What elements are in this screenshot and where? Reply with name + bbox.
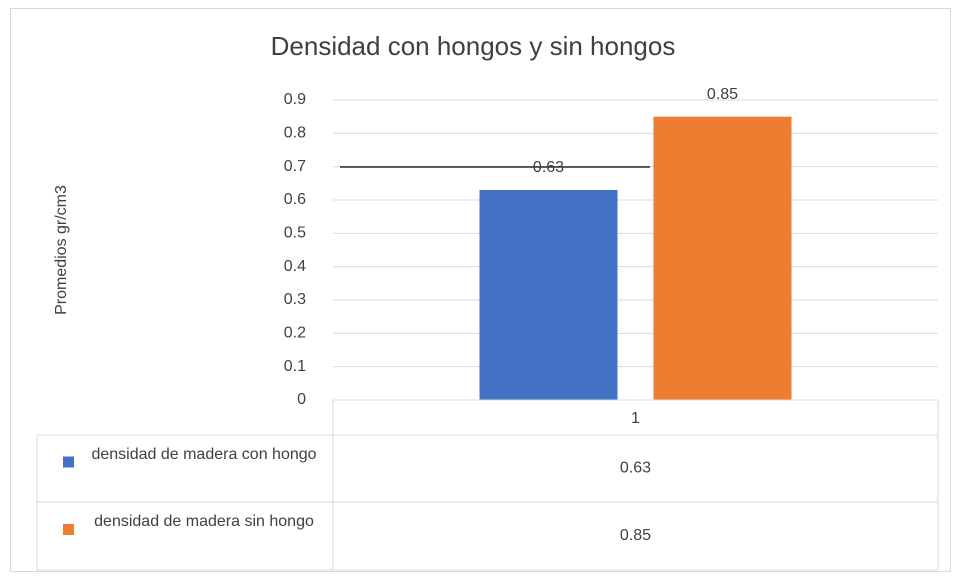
legend-swatch	[63, 456, 74, 468]
y-tick-label: 0.7	[284, 158, 306, 175]
chart-title: Densidad con hongos y sin hongos	[271, 31, 676, 61]
table-value: 0.85	[620, 527, 651, 544]
legend-entry: densidad de madera con hongo	[91, 446, 317, 463]
legend-swatch	[63, 524, 74, 535]
legend-entry: densidad de madera sin hongo	[94, 513, 314, 530]
y-tick-label: 0.9	[284, 91, 306, 108]
y-tick-label: 0.8	[284, 125, 306, 142]
data-label: 0.85	[707, 86, 738, 103]
legend-entry-box: densidad de madera sin hongo	[94, 513, 314, 530]
y-tick-label: 0.5	[284, 225, 306, 242]
y-tick-label: 0.3	[284, 291, 306, 308]
y-tick-label: 0.4	[284, 258, 306, 275]
data-label: 0.63	[533, 159, 564, 176]
table-value: 0.63	[620, 460, 651, 477]
bar	[653, 116, 792, 401]
legend-entry-box: densidad de madera con hongo	[91, 446, 317, 463]
y-tick-label: 0	[297, 391, 306, 408]
y-tick-label: 0.6	[284, 191, 306, 208]
y-tick-label: 0.1	[284, 358, 306, 375]
bar	[479, 190, 618, 400]
y-axis-label: Promedios gr/cm3	[53, 185, 70, 315]
x-tick-label: 1	[631, 410, 640, 427]
y-tick-label: 0.2	[284, 325, 306, 342]
